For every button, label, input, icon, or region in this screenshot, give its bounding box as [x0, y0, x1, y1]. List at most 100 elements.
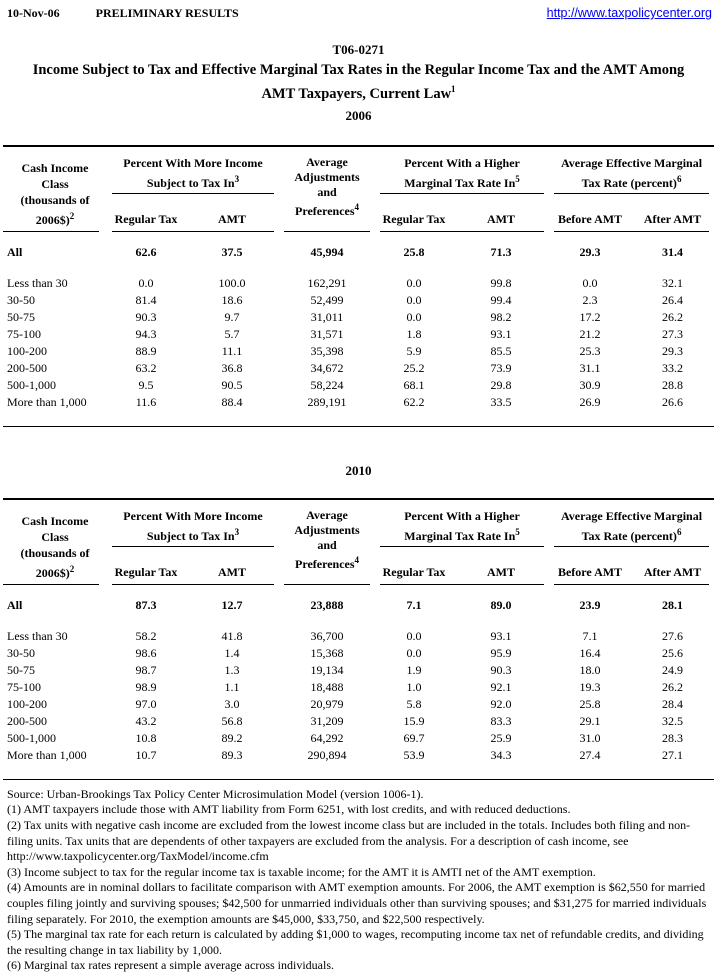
cell-value: 26.2 — [662, 309, 684, 324]
cell-value: 98.9 — [135, 679, 157, 694]
cell-value: 90.3 — [490, 662, 512, 677]
sub-header-before-amt: Before AMT — [557, 564, 623, 579]
cell-value: 12.7 — [221, 597, 243, 612]
table-row: 500-1,000 9.5 90.5 58,224 68.1 29.8 30.9… — [3, 377, 714, 394]
cell-value: 18.0 — [579, 662, 601, 677]
cell-value: 1.9 — [406, 662, 422, 677]
cell-value: 9.5 — [138, 377, 154, 392]
sub-header-regular-tax: Regular Tax — [382, 211, 446, 226]
cell-value: 25.2 — [403, 360, 425, 375]
cell-value: 3.0 — [224, 696, 240, 711]
table-row: 500-1,000 10.8 89.2 64,292 69.7 25.9 31.… — [3, 730, 714, 747]
cell-value: 18.6 — [221, 292, 243, 307]
cell-value: 53.9 — [403, 747, 425, 762]
cell-value: 11.6 — [135, 394, 157, 409]
header-sub-row: Regular Tax AMT Regular Tax AMT Before A… — [3, 547, 714, 583]
footnote: (6) Marginal tax rates represent a simpl… — [7, 958, 334, 973]
cell-value: 32.5 — [662, 713, 684, 728]
row-label: 500-1,000 — [7, 730, 56, 745]
table-row: 30-50 98.6 1.4 15,368 0.0 95.9 16.4 25.6 — [3, 645, 714, 662]
table-row: 100-200 97.0 3.0 20,979 5.8 92.0 25.8 28… — [3, 696, 714, 713]
cell-value: 0.0 — [406, 275, 422, 290]
table-row-all: All 62.6 37.5 45,994 25.8 71.3 29.3 31.4 — [3, 233, 714, 275]
footnote: (2) Tax units with negative cash income … — [7, 818, 691, 864]
footnote: (4) Amounts are in nominal dollars to fa… — [7, 880, 707, 926]
cell-value: 63.2 — [135, 360, 157, 375]
row-label: 30-50 — [7, 645, 35, 660]
table-section-2006: Cash Income Class (thousands of 2006$)2 … — [3, 144, 714, 427]
cell-value: 23.9 — [579, 597, 601, 612]
footnote: (3) Income subject to tax for the regula… — [7, 864, 596, 879]
cell-value: 58,224 — [310, 377, 344, 392]
table-top-rule — [3, 144, 714, 147]
cell-value: 28.4 — [662, 696, 684, 711]
cell-value: 98.6 — [135, 645, 157, 660]
cell-value: 5.8 — [406, 696, 422, 711]
table-row: 200-500 43.2 56.8 31,209 15.9 83.3 29.1 … — [3, 713, 714, 730]
source-note: Source: Urban-Brookings Tax Policy Cente… — [7, 786, 424, 801]
cell-value: 29.8 — [490, 377, 512, 392]
row-label: 75-100 — [7, 326, 41, 341]
cell-value: 21.2 — [579, 326, 601, 341]
table-row: 75-100 94.3 5.7 31,571 1.8 93.1 21.2 27.… — [3, 326, 714, 343]
cell-value: 81.4 — [135, 292, 157, 307]
table-row: 30-50 81.4 18.6 52,499 0.0 99.4 2.3 26.4 — [3, 292, 714, 309]
cell-value: 68.1 — [403, 377, 425, 392]
cell-value: 290,894 — [307, 747, 347, 762]
cell-value: 34,672 — [310, 360, 344, 375]
col-group-income-subject-to-tax: Percent With More Income Subject to Tax … — [107, 148, 279, 194]
table-row: 100-200 88.9 11.1 35,398 5.9 85.5 25.3 2… — [3, 343, 714, 360]
cell-value: 5.7 — [224, 326, 240, 341]
cell-value: 16.4 — [579, 645, 601, 660]
header-sub-row: Regular Tax AMT Regular Tax AMT Before A… — [3, 194, 714, 230]
table-row: More than 1,000 11.6 88.4 289,191 62.2 3… — [3, 394, 714, 411]
cell-value: 17.2 — [579, 309, 601, 324]
cell-value: 90.5 — [221, 377, 243, 392]
col-group-effective-marginal-rate: Average Effective Marginal Tax Rate (per… — [549, 148, 714, 194]
cell-value: 20,979 — [310, 696, 344, 711]
header-group-row: Cash Income Class (thousands of 2006$)2 … — [3, 148, 714, 227]
table-row: More than 1,000 10.7 89.3 290,894 53.9 3… — [3, 747, 714, 764]
cell-value: 26.6 — [662, 394, 684, 409]
cell-value: 90.3 — [135, 309, 157, 324]
cell-value: 30.9 — [579, 377, 601, 392]
row-label: All — [7, 597, 23, 612]
table-row-all: All 87.3 12.7 23,888 7.1 89.0 23.9 28.1 — [3, 586, 714, 628]
row-label: 50-75 — [7, 662, 35, 677]
header-rule-row — [3, 583, 714, 586]
table-row: 75-100 98.9 1.1 18,488 1.0 92.1 19.3 26.… — [3, 679, 714, 696]
cell-value: 25.8 — [403, 244, 425, 259]
footnote: (5) The marginal tax rate for each retur… — [7, 927, 704, 957]
col-group-income-subject-to-tax: Percent With More Income Subject to Tax … — [107, 501, 279, 547]
cell-value: 33.5 — [490, 394, 512, 409]
cell-value: 100.0 — [218, 275, 246, 290]
cell-value: 15,368 — [310, 645, 344, 660]
cell-value: 98.2 — [490, 309, 512, 324]
row-label: All — [7, 244, 23, 259]
footnotes: Source: Urban-Brookings Tax Policy Cente… — [3, 787, 714, 974]
year-heading-2006: 2006 — [345, 107, 372, 123]
cell-value: 31.1 — [579, 360, 601, 375]
cell-value: 32.1 — [662, 275, 684, 290]
sub-header-amt: AMT — [487, 211, 516, 226]
cell-value: 29.3 — [579, 244, 601, 259]
tax-table-2010: Cash Income Class (thousands of 2006$)2 … — [3, 501, 714, 764]
sub-header-amt: AMT — [487, 564, 516, 579]
site-link[interactable]: http://www.taxpolicycenter.org — [546, 6, 712, 20]
sub-header-before-amt: Before AMT — [557, 211, 623, 226]
table-row: Less than 30 58.2 41.8 36,700 0.0 93.1 7… — [3, 628, 714, 645]
cell-value: 27.4 — [579, 747, 601, 762]
cell-value: 1.8 — [406, 326, 422, 341]
preliminary-results-label: PRELIMINARY RESULTS — [95, 6, 239, 20]
cell-value: 85.5 — [490, 343, 512, 358]
col-header-income-class: Cash Income Class (thousands of 2006$)2 — [20, 513, 90, 580]
row-label: 500-1,000 — [7, 377, 56, 392]
cell-value: 1.1 — [224, 679, 240, 694]
cell-value: 5.9 — [406, 343, 422, 358]
row-label: 200-500 — [7, 713, 47, 728]
col-group-higher-marginal-rate: Percent With a Higher Marginal Tax Rate … — [375, 501, 549, 547]
cell-value: 27.3 — [662, 326, 684, 341]
cell-value: 93.1 — [490, 628, 512, 643]
cell-value: 73.9 — [490, 360, 512, 375]
row-label: 50-75 — [7, 309, 35, 324]
